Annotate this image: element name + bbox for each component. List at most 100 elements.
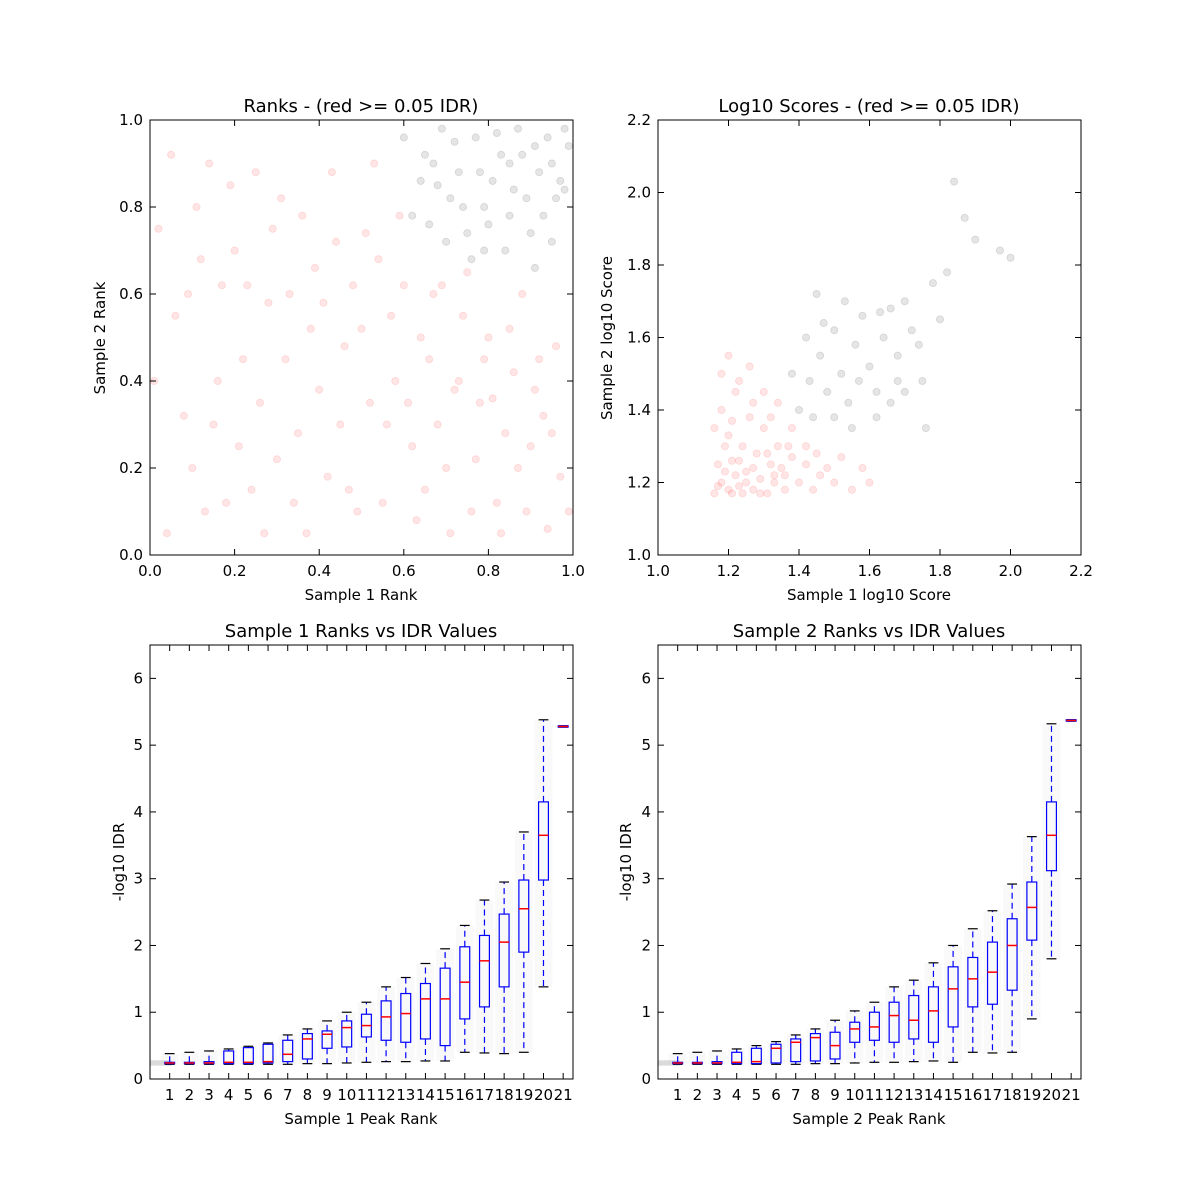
x-tick-label: 1 [673, 1086, 683, 1104]
black-point [492, 129, 501, 138]
box-10 [849, 1010, 861, 1064]
red-point [167, 150, 176, 159]
iqr-box [400, 992, 412, 1043]
red-point [404, 398, 413, 407]
log10-scatter-ticks: 1.0 1.2 1.4 1.6 1.8 2.0 2.2 1.0 1.2 1.4 1.6 1.8 2.0 2… [627, 111, 1093, 580]
y-tick-label: 6 [133, 669, 143, 687]
black-point [943, 268, 952, 277]
x-tick-label: 17 [475, 1086, 494, 1104]
y-tick-label: 1.0 [627, 546, 651, 564]
sample1-boxplot-ylabel: -log10 IDR [110, 823, 128, 902]
red-point [234, 442, 243, 451]
red-point [226, 181, 235, 190]
black-point [900, 297, 909, 306]
y-tick-label: 1 [133, 1003, 143, 1021]
black-point [420, 150, 429, 159]
black-point [522, 194, 531, 203]
red-point [770, 478, 779, 487]
red-point [492, 498, 501, 507]
black-point [886, 398, 895, 407]
red-point [738, 442, 747, 451]
black-point [556, 176, 565, 185]
red-point [429, 289, 438, 298]
red-point [442, 463, 451, 472]
y-tick-label: 0.4 [119, 372, 143, 390]
red-point [735, 376, 744, 385]
y-tick-label: 0 [133, 1070, 143, 1088]
red-point [319, 298, 328, 307]
red-point [310, 263, 319, 272]
x-tick-label: 6 [263, 1086, 273, 1104]
log10-scatter-panel: 1.0 1.2 1.4 1.6 1.8 2.0 2.2 1.0 1.2 1.4 1.6 1.8 2.0 2… [598, 96, 1093, 604]
black-point [425, 220, 434, 229]
black-point [480, 202, 489, 211]
red-point [264, 298, 273, 307]
iqr-box [888, 1001, 900, 1043]
red-point [446, 529, 455, 538]
red-point [717, 405, 726, 414]
red-point [192, 202, 201, 211]
red-point [433, 420, 442, 429]
box-5 [750, 1045, 762, 1065]
black-point [450, 137, 459, 146]
red-point [514, 463, 523, 472]
box-20 [537, 719, 550, 988]
black-point [830, 326, 839, 335]
x-tick-label: 1.0 [561, 562, 585, 580]
red-point [738, 489, 747, 498]
box-14 [927, 962, 939, 1062]
black-point [543, 133, 552, 142]
x-tick-label: 8 [811, 1086, 821, 1104]
red-point [230, 246, 239, 255]
red-point [408, 442, 417, 451]
red-point [154, 224, 163, 233]
red-point [766, 460, 775, 469]
red-point [188, 463, 197, 472]
black-point [805, 376, 814, 385]
x-tick-label: 1 [165, 1086, 175, 1104]
black-point [560, 124, 569, 133]
red-point [728, 416, 737, 425]
iqr-box [262, 1043, 274, 1064]
y-tick-label: 0.0 [119, 546, 143, 564]
box-3 [711, 1050, 723, 1065]
black-point [408, 211, 417, 220]
red-point [759, 424, 768, 433]
black-point [865, 362, 874, 371]
sample1-boxplot-xlabel: Sample 1 Peak Rank [284, 1110, 437, 1128]
black-point [795, 405, 804, 414]
low-rank-points [150, 1060, 172, 1066]
x-tick-label: 5 [752, 1086, 762, 1104]
iqr-box [849, 1021, 861, 1043]
x-tick-label: 2 [693, 1086, 703, 1104]
box-11 [360, 1001, 372, 1063]
red-point [787, 453, 796, 462]
box-19 [1026, 836, 1038, 1020]
y-tick-label: 0 [641, 1070, 651, 1088]
x-tick-label: 10 [845, 1086, 864, 1104]
sample2-boxplot-ylabel: -log10 IDR [617, 823, 635, 902]
red-point [763, 489, 772, 498]
x-tick-label: 1.4 [787, 562, 811, 580]
x-tick-label: 19 [1022, 1086, 1041, 1104]
black-point [416, 176, 425, 185]
y-tick-label: 1.4 [627, 401, 651, 419]
sample2-boxplot-axes-frame [657, 644, 1082, 1080]
y-tick-label: 0.2 [119, 459, 143, 477]
black-point [830, 413, 839, 422]
red-point [361, 229, 370, 238]
x-tick-label: 13 [904, 1086, 923, 1104]
y-tick-label: 2 [133, 936, 143, 954]
rank-point-cloud [534, 719, 553, 987]
red-point [720, 442, 729, 451]
black-point [471, 133, 480, 142]
y-tick-label: 2.2 [627, 111, 651, 129]
box-13 [908, 979, 920, 1063]
red-point [412, 516, 421, 525]
red-point [777, 463, 786, 472]
red-point [425, 355, 434, 364]
sample2-boxplot-panel: 1 2 3 4 5 6 7 8 9 10 11 12 13 14 15 16 17 18 19 20 210123456… [617, 621, 1082, 1128]
red-point [539, 411, 548, 420]
red-point [349, 281, 358, 290]
